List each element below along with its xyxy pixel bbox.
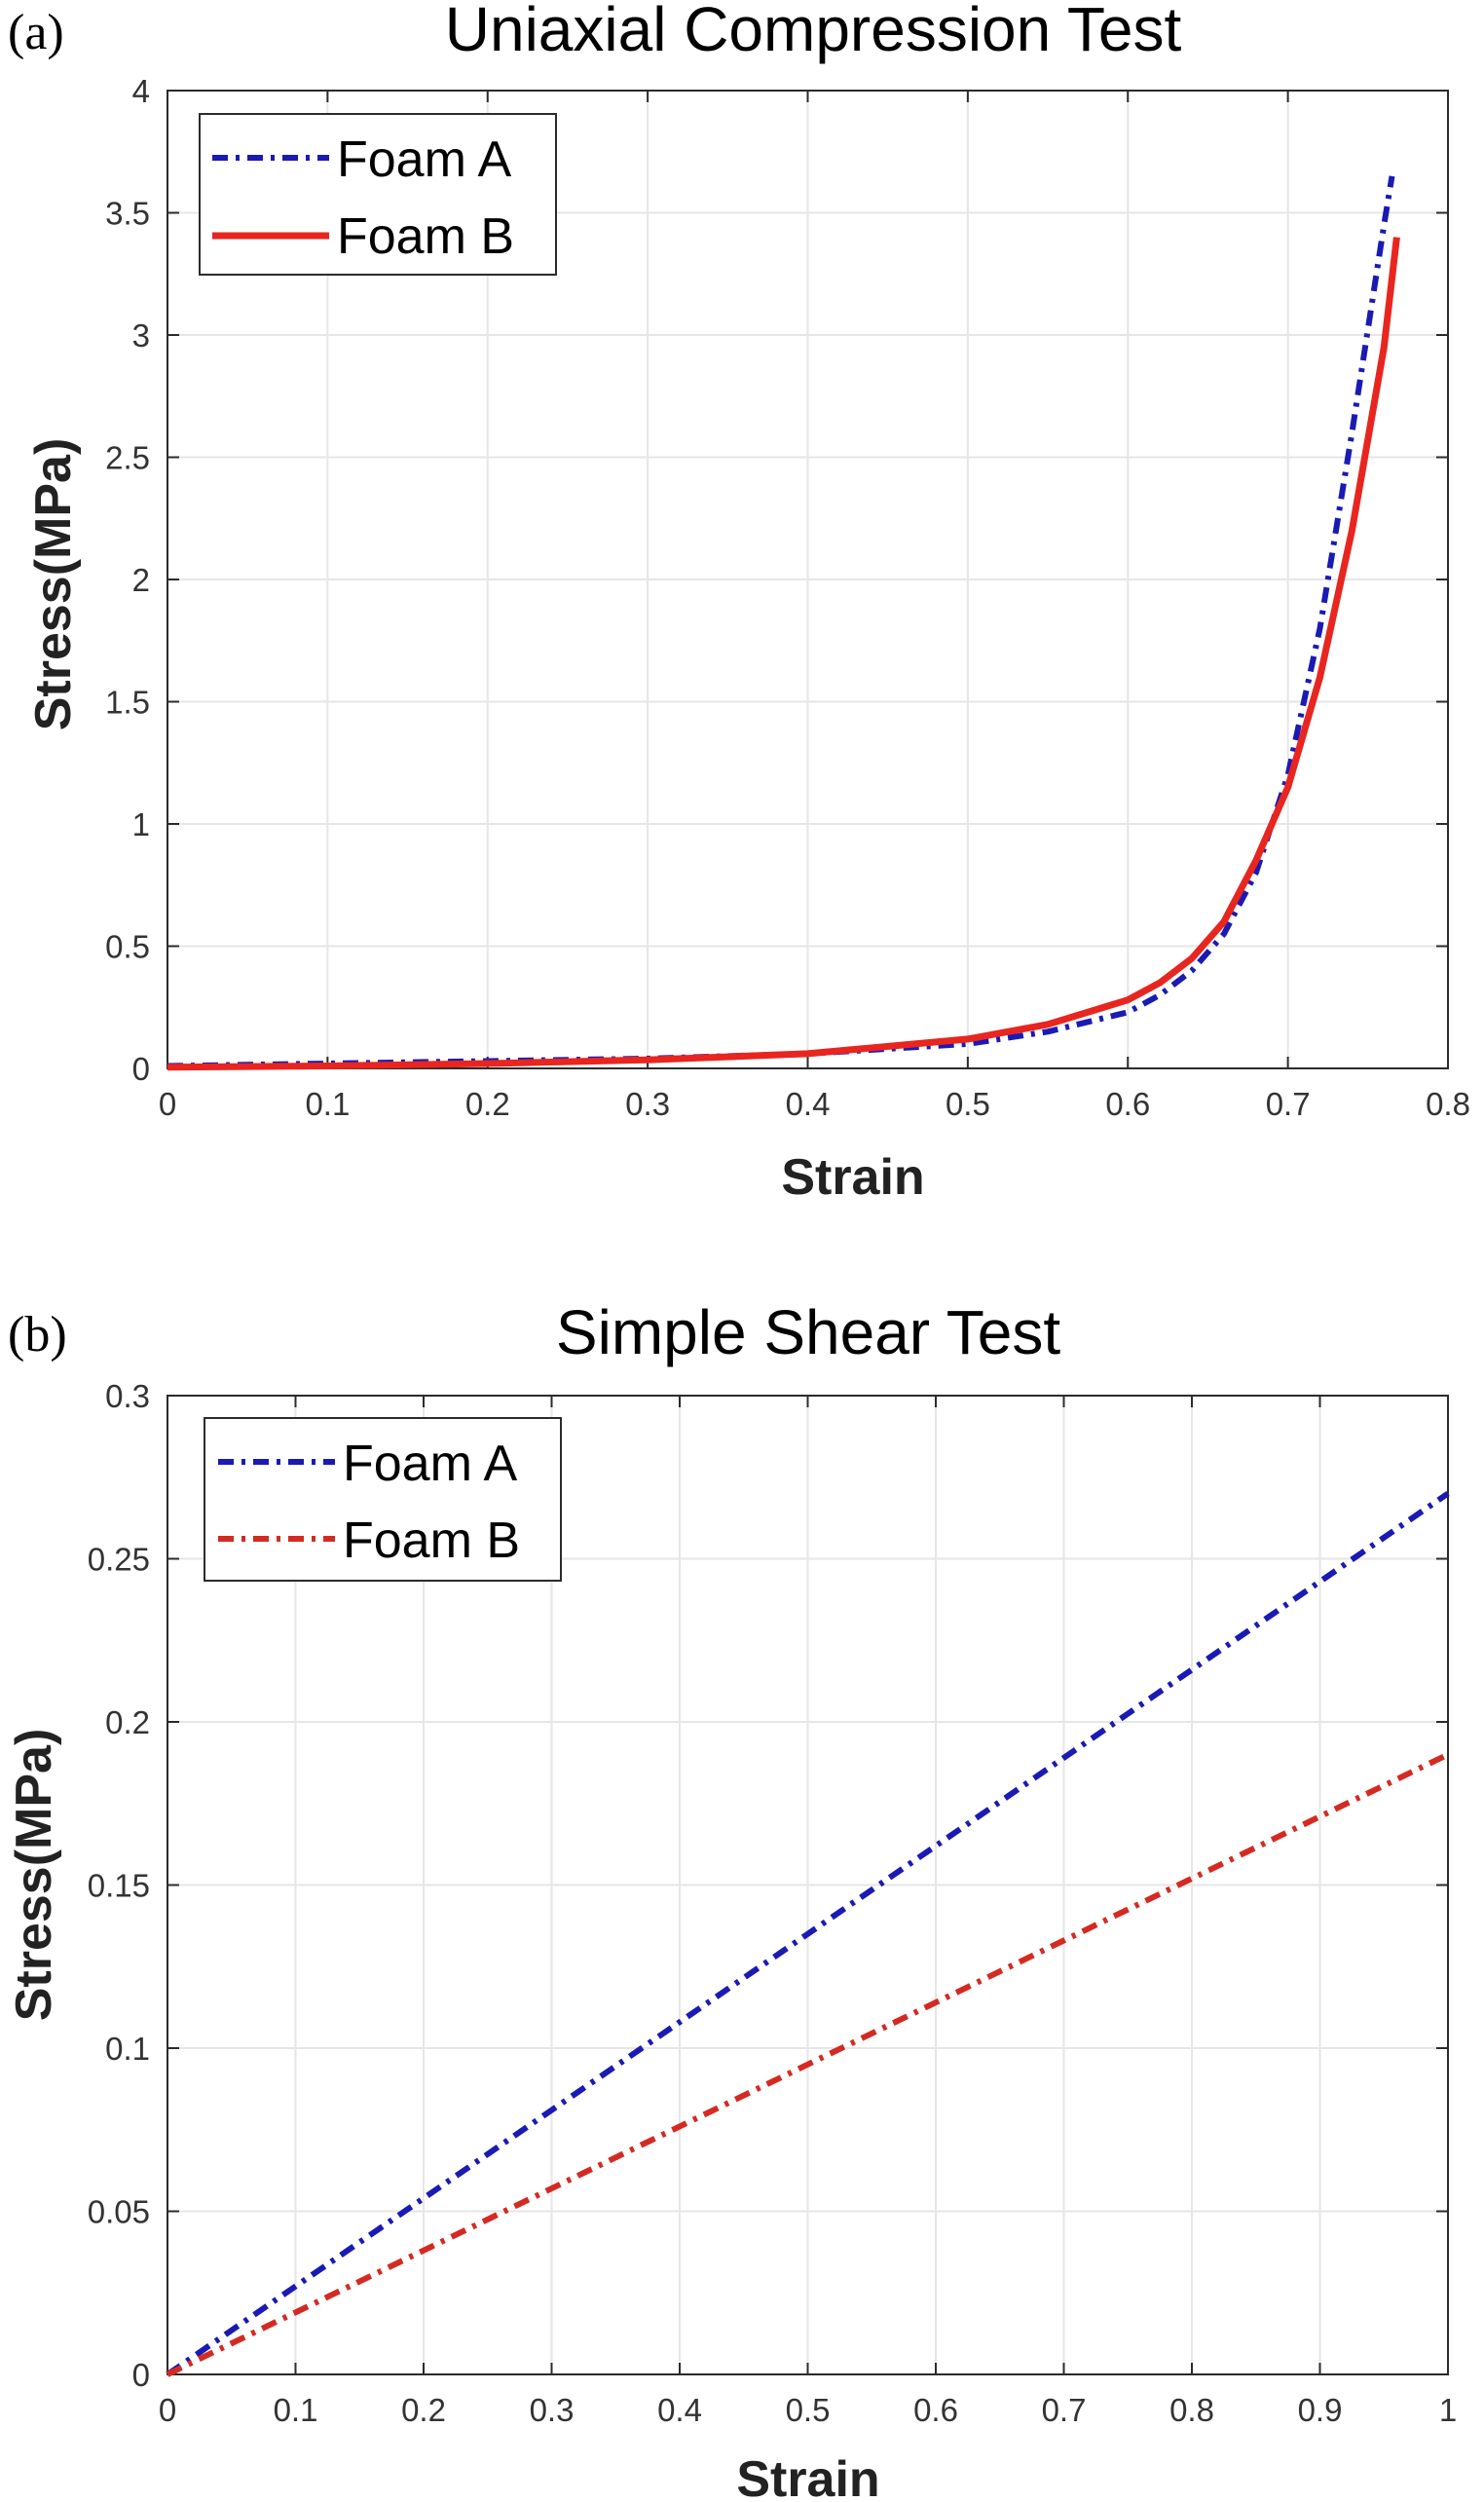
panel-a: (a) Uniaxial Compression Test Strain Str… [8, 0, 1470, 1206]
x-tick-label: 0.9 [1298, 2392, 1343, 2428]
x-tick-label: 0.6 [1105, 1086, 1150, 1122]
chart-a-title: Uniaxial Compression Test [445, 0, 1182, 64]
y-tick-label: 4 [132, 73, 150, 109]
x-tick-label: 0.1 [305, 1086, 350, 1122]
x-tick-label: 0 [159, 1086, 176, 1122]
chart-a-series [167, 175, 1400, 1071]
x-tick-label: 0.3 [625, 1086, 670, 1122]
x-tick-label: 0.6 [913, 2392, 958, 2428]
x-tick-label: 0.3 [530, 2392, 575, 2428]
y-tick-label: 1 [132, 806, 150, 842]
x-tick-label: 0.7 [1042, 2392, 1087, 2428]
x-tick-label: 0.4 [786, 1086, 831, 1122]
series-line-foam-b [167, 237, 1400, 1071]
y-tick-label: 2 [132, 562, 150, 598]
chart-b-series [166, 1491, 1450, 2377]
chart-a-xticks: 0 0.1 0.2 0.3 0.4 0.5 0.6 0.7 0.8 [159, 91, 1470, 1122]
x-tick-label: 0.8 [1169, 2392, 1214, 2428]
series-line-foam-a [166, 1491, 1450, 2377]
x-tick-label: 1 [1439, 2392, 1457, 2428]
x-tick-label: 0.1 [274, 2392, 318, 2428]
legend-a-foam-b-label: Foam B [337, 208, 514, 265]
chart-b-xlabel: Strain [736, 2451, 879, 2502]
series-line-foam-a [167, 175, 1395, 1069]
y-tick-label: 0.2 [105, 1704, 150, 1740]
y-tick-label: 1.5 [105, 685, 150, 721]
panel-a-label: (a) [8, 5, 64, 60]
chart-a-ylabel: Stress(MPa) [25, 438, 82, 731]
panel-b-label: (b) [8, 1307, 67, 1363]
y-tick-label: 0.05 [88, 2194, 150, 2230]
x-tick-label: 0 [159, 2392, 176, 2428]
y-tick-label: 0.1 [105, 2031, 150, 2067]
legend-a-foam-a-label: Foam A [337, 131, 511, 188]
y-tick-label: 0.5 [105, 929, 150, 965]
chart-a-yticks: 0 0.5 1 1.5 2 2.5 3 3.5 4 [105, 73, 1448, 1087]
chart-a-grid [167, 91, 1448, 1068]
y-tick-label: 0 [132, 2357, 150, 2393]
y-tick-label: 0 [132, 1051, 150, 1087]
chart-b-title: Simple Shear Test [556, 1297, 1060, 1367]
x-tick-label: 0.2 [465, 1086, 510, 1122]
legend-b-foam-a-label: Foam A [343, 1436, 517, 1492]
y-tick-label: 3 [132, 317, 150, 354]
x-tick-label: 0.2 [401, 2392, 446, 2428]
legend-b-foam-b-label: Foam B [343, 1512, 520, 1569]
x-tick-label: 0.7 [1266, 1086, 1311, 1122]
y-tick-label: 2.5 [105, 440, 150, 476]
y-tick-label: 0.15 [88, 1868, 150, 1904]
chart-b-xticks: 0 0.1 0.2 0.3 0.4 0.5 0.6 0.7 0.8 0.9 1 [159, 1396, 1457, 2428]
chart-a-xlabel: Strain [781, 1149, 924, 1206]
x-tick-label: 0.5 [946, 1086, 990, 1122]
chart-b-ylabel: Stress(MPa) [6, 1729, 62, 2022]
series-line-foam-b [166, 1751, 1450, 2377]
y-tick-label: 3.5 [105, 196, 150, 232]
chart-b-yticks: 0 0.05 0.1 0.15 0.2 0.25 0.3 [88, 1378, 1448, 2393]
chart-b-legend-box [204, 1417, 562, 1582]
chart-b-legend: Foam A Foam B [204, 1417, 562, 1582]
y-tick-label: 0.25 [88, 1542, 150, 1578]
x-tick-label: 0.5 [786, 2392, 831, 2428]
panel-b: (b) Simple Shear Test Strain Stress(MPa)… [6, 1297, 1457, 2502]
chart-a-legend-box [199, 113, 557, 276]
y-tick-label: 0.3 [105, 1378, 150, 1414]
chart-a-legend: Foam A Foam B [199, 113, 557, 276]
x-tick-label: 0.4 [657, 2392, 702, 2428]
x-tick-label: 0.8 [1426, 1086, 1470, 1122]
